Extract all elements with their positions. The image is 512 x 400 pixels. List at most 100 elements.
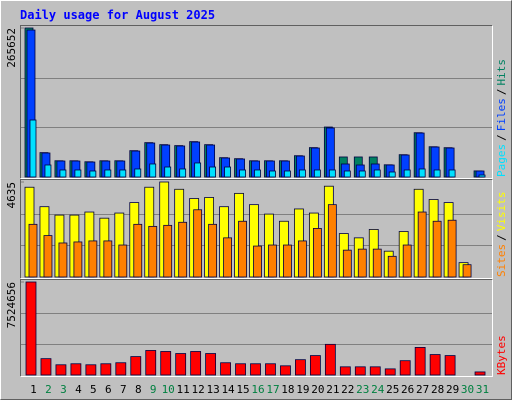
bar xyxy=(418,168,426,178)
bar xyxy=(25,281,37,376)
panel xyxy=(20,279,492,376)
bar xyxy=(89,170,97,178)
x-tick-label: 13 xyxy=(206,383,219,396)
x-tick-label: 14 xyxy=(221,383,235,396)
x-tick-label: 10 xyxy=(162,383,175,396)
bar xyxy=(70,363,82,376)
x-tick-label: 28 xyxy=(431,383,444,396)
x-tick-label: 11 xyxy=(177,383,190,396)
bar xyxy=(55,364,67,376)
bar xyxy=(145,350,157,376)
legend-entry: Sites xyxy=(495,244,508,277)
x-tick-label: 20 xyxy=(311,383,324,396)
bar xyxy=(478,174,486,178)
legend-entry: Visits xyxy=(495,192,508,232)
bar xyxy=(372,248,382,278)
panel-bevel xyxy=(20,179,493,279)
bar xyxy=(148,225,158,278)
bar xyxy=(175,353,187,376)
panel xyxy=(20,25,492,178)
bar xyxy=(313,169,321,178)
bar xyxy=(224,166,231,178)
x-tick-label: 5 xyxy=(90,383,97,396)
legend-separator: / xyxy=(495,234,508,241)
bar xyxy=(74,169,82,178)
bar xyxy=(429,354,441,376)
bar xyxy=(254,169,261,178)
bar xyxy=(223,237,232,278)
bar xyxy=(130,356,142,376)
bar xyxy=(373,169,381,178)
bar xyxy=(164,166,172,178)
bar xyxy=(433,169,441,178)
bar xyxy=(190,351,202,376)
bar xyxy=(309,355,321,376)
bar xyxy=(160,351,172,376)
chart-title: Daily usage for August 2025 xyxy=(20,8,215,22)
x-tick-label: 15 xyxy=(236,383,249,396)
bar xyxy=(208,223,218,278)
bar xyxy=(43,235,53,278)
bar xyxy=(58,242,68,278)
x-tick-label: 21 xyxy=(326,383,339,396)
x-tick-label: 4 xyxy=(75,383,82,396)
legend-entry: KBytes xyxy=(495,335,508,375)
bar xyxy=(194,162,202,178)
panel-bevel xyxy=(20,25,493,179)
bar xyxy=(238,220,247,278)
legend: Pages / Files / Hits xyxy=(495,59,508,177)
x-tick-label: 12 xyxy=(192,383,205,396)
bar xyxy=(388,171,396,178)
bar xyxy=(179,168,187,178)
x-tick-label: 19 xyxy=(296,383,309,396)
bar xyxy=(59,169,67,178)
x-tick-label: 29 xyxy=(446,383,459,396)
bar xyxy=(118,244,128,278)
bar xyxy=(284,170,291,178)
bar xyxy=(283,244,292,278)
x-tick-label: 23 xyxy=(356,383,369,396)
bar xyxy=(239,169,246,178)
bar xyxy=(462,264,472,278)
bar xyxy=(253,245,262,278)
legend-separator: / xyxy=(495,89,508,96)
bar xyxy=(40,358,52,376)
bar xyxy=(100,363,112,376)
bar xyxy=(88,240,98,278)
bar xyxy=(444,355,456,376)
bar xyxy=(447,219,457,278)
bar xyxy=(235,363,246,376)
legend: Sites / Visits xyxy=(495,192,508,278)
y-tick-label: 265652 xyxy=(5,28,18,68)
bar xyxy=(414,347,426,376)
bar xyxy=(193,209,203,278)
bar xyxy=(133,223,143,278)
bar xyxy=(298,240,307,278)
bar xyxy=(448,169,456,178)
bar xyxy=(403,169,411,178)
bar xyxy=(327,204,337,278)
bar xyxy=(28,223,38,278)
bar xyxy=(134,168,142,178)
x-tick-label: 31 xyxy=(476,383,489,396)
x-tick-label: 18 xyxy=(281,383,294,396)
x-tick-label: 22 xyxy=(341,383,354,396)
x-tick-label: 26 xyxy=(401,383,414,396)
bar xyxy=(387,255,397,278)
bar xyxy=(269,170,276,178)
panel-bevel xyxy=(20,279,493,377)
panel-bevel xyxy=(20,279,493,377)
legend-entry: Pages xyxy=(495,144,508,177)
x-tick-label: 3 xyxy=(60,383,67,396)
bar xyxy=(265,363,276,376)
x-tick-label: 6 xyxy=(105,383,112,396)
bar xyxy=(149,163,157,178)
x-tick-label: 30 xyxy=(461,383,474,396)
bar xyxy=(299,169,306,178)
bar xyxy=(73,241,83,278)
bar xyxy=(324,343,336,376)
x-tick-label: 17 xyxy=(266,383,279,396)
